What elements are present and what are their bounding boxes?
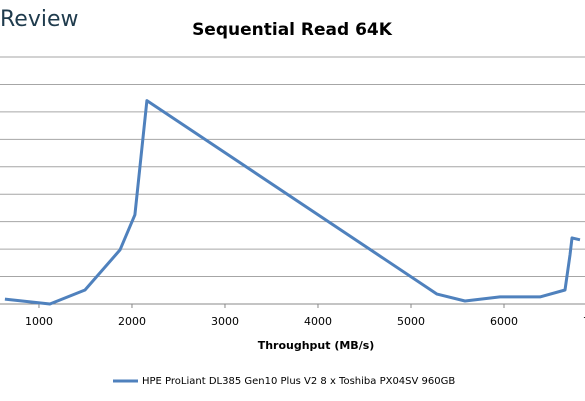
logo: Review [0, 7, 79, 32]
x-tick-label: 4000 [304, 315, 332, 328]
x-tick-label: 7000 [583, 315, 585, 328]
x-tick-label: 2000 [118, 315, 146, 328]
series-line [4, 99, 581, 306]
x-tick-label: 5000 [397, 315, 425, 328]
chart-title: Sequential Read 64K [192, 20, 393, 40]
x-axis-label: Throughput (MB/s) [258, 339, 375, 352]
x-tick-label: 1000 [25, 315, 53, 328]
x-tick-label: 6000 [490, 315, 518, 328]
legend-label: HPE ProLiant DL385 Gen10 Plus V2 8 x Tos… [142, 376, 455, 387]
x-tick-label: 3000 [211, 315, 239, 328]
